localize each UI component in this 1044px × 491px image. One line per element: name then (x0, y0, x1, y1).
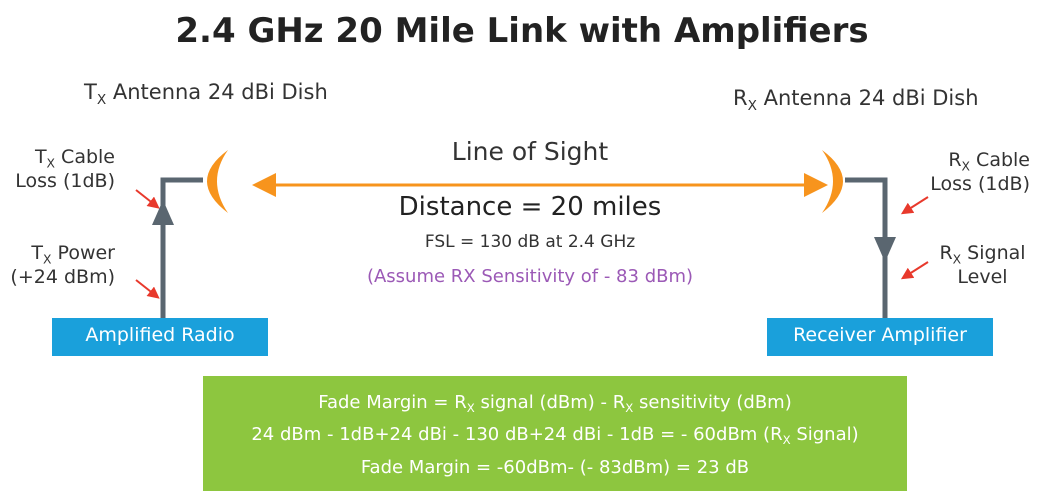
text-part: X (46, 156, 56, 171)
text-part: X (43, 252, 52, 267)
tx-box (52, 318, 268, 356)
text-part: Loss (1dB) (930, 172, 1030, 195)
rx-cable-line (845, 177, 888, 318)
pointer (900, 196, 929, 215)
formula-line: Fade Margin = RX signal (dBm) - RX sensi… (203, 392, 907, 416)
tx-box-label: Amplified Radio (85, 324, 235, 346)
text-part: Signal) (790, 424, 859, 445)
line-of-sight-label: Line of Sight (451, 137, 609, 166)
tx-arrowhead (152, 200, 174, 225)
rx-signal-label: RX Signal Level (925, 242, 1040, 288)
text-part: signal (dBm) - R (474, 392, 626, 413)
fsl-label: FSL = 130 dB at 2.4 GHz (424, 232, 636, 252)
pointer (135, 279, 160, 299)
pointer (135, 189, 160, 209)
text-part: Signal (961, 242, 1026, 264)
pointer (900, 261, 929, 280)
text-part: X (961, 159, 971, 174)
tx-cable-line (160, 177, 203, 318)
text-part: sensitivity (dBm) (633, 392, 792, 413)
text-part: X (952, 252, 962, 267)
text-part: R (939, 242, 953, 264)
tx-cable-label: TX Cable Loss (1dB) (0, 146, 115, 192)
assumption-label: (Assume RX Sensitivity of - 83 dBm) (366, 266, 694, 287)
text-part: X (747, 97, 757, 114)
text-part: X (466, 401, 475, 416)
text-part: Loss (1dB) (15, 169, 115, 192)
text-part: Cable (970, 149, 1030, 171)
text-part: T (31, 242, 44, 264)
rx-antenna-label: RX Antenna 24 dBi Dish (733, 86, 979, 114)
tx-power-label: TX Power (+24 dBm) (0, 242, 115, 288)
rx-dish (822, 150, 843, 213)
text-part: Antenna 24 dBi Dish (106, 80, 328, 104)
text-part: (+24 dBm) (10, 265, 115, 288)
rx-box-label: Receiver Amplifier (793, 324, 967, 346)
text-part: R (733, 86, 748, 110)
text-part: T (34, 146, 47, 168)
rx-cable-label: RX Cable Loss (1dB) (900, 149, 1030, 195)
text-part: Fade Margin = R (318, 392, 467, 413)
text-part: Cable (55, 146, 115, 168)
title: 2.4 GHz 20 Mile Link with Amplifiers (175, 11, 869, 51)
text-part: Level (957, 265, 1008, 288)
text-part: T (84, 80, 97, 104)
formula-box (203, 376, 907, 491)
text-part: Power (51, 242, 115, 264)
text-part: X (625, 401, 634, 416)
rx-arrowhead (874, 237, 896, 262)
formula-line: Fade Margin = -60dBm- (- 83dBm) = 23 dB (360, 457, 750, 478)
text-part: R (948, 149, 962, 171)
text-part: X (96, 91, 107, 108)
rx-box (767, 318, 993, 356)
tx-dish (207, 150, 228, 213)
text-part: 24 dBm - 1dB+24 dBi - 130 dB+24 dBi - 1d… (251, 424, 783, 445)
text-part: Antenna 24 dBi Dish (756, 86, 979, 110)
formula-line: 24 dBm - 1dB+24 dBi - 130 dB+24 dBi - 1d… (203, 424, 907, 448)
text-part: X (782, 433, 791, 448)
distance-label: Distance = 20 miles (398, 192, 662, 222)
tx-antenna-label: TX Antenna 24 dBi Dish (84, 80, 328, 108)
